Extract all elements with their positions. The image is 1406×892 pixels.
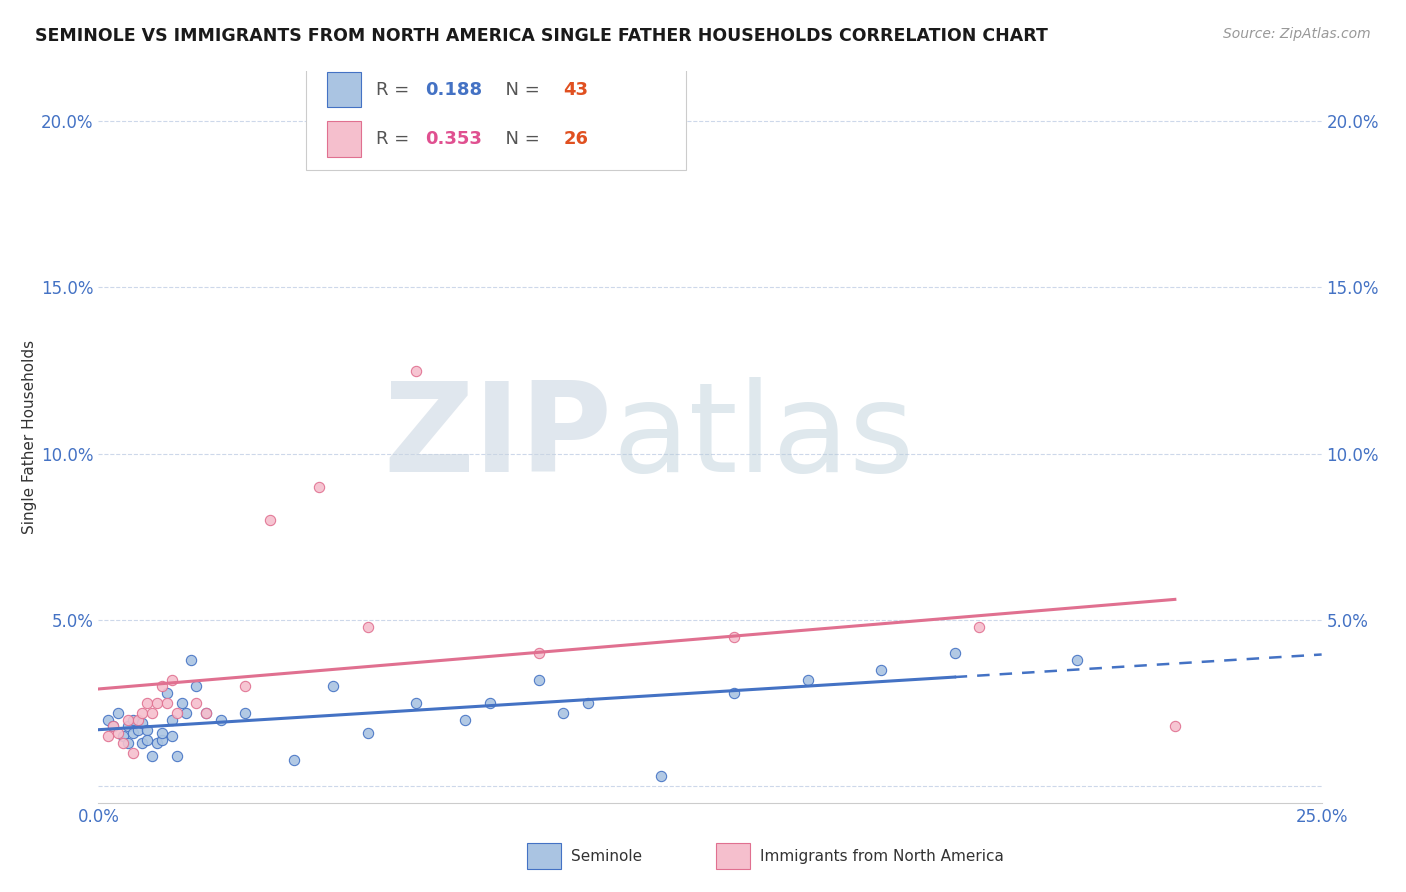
Point (136, 732, 159, 747)
Point (121, 713, 143, 727)
Point (117, 719, 139, 733)
Point (117, 736, 139, 750)
Point (797, 673, 820, 687)
Point (111, 736, 134, 750)
Text: Seminole: Seminole (571, 848, 641, 863)
Text: Immigrants from North America: Immigrants from North America (761, 848, 1004, 863)
Point (176, 706, 198, 720)
FancyBboxPatch shape (716, 843, 751, 869)
Text: 43: 43 (564, 80, 588, 99)
Point (553, 706, 575, 720)
Point (186, 680, 208, 694)
Point (160, 713, 183, 727)
Point (356, 619, 378, 633)
Point (195, 706, 218, 720)
Text: R =: R = (375, 80, 415, 99)
Text: Source: ZipAtlas.com: Source: ZipAtlas.com (1223, 27, 1371, 41)
Text: ZIP: ZIP (384, 376, 612, 498)
Point (527, 673, 550, 687)
FancyBboxPatch shape (526, 843, 561, 869)
Point (943, 646, 966, 660)
Point (723, 686, 745, 700)
Point (870, 663, 893, 677)
Point (150, 732, 173, 747)
Point (121, 726, 143, 740)
Point (576, 696, 599, 710)
Point (233, 680, 256, 694)
Point (259, 513, 281, 527)
Point (650, 769, 672, 783)
Point (101, 719, 124, 733)
Text: N =: N = (494, 80, 546, 99)
Point (405, 696, 427, 710)
Point (131, 736, 153, 750)
Point (107, 706, 129, 720)
Point (111, 729, 134, 743)
Point (136, 723, 159, 737)
Point (454, 713, 477, 727)
Text: N =: N = (494, 130, 546, 148)
Point (186, 696, 208, 710)
Point (283, 753, 305, 767)
Point (150, 680, 173, 694)
Text: SEMINOLE VS IMMIGRANTS FROM NORTH AMERICA SINGLE FATHER HOUSEHOLDS CORRELATION C: SEMINOLE VS IMMIGRANTS FROM NORTH AMERIC… (35, 27, 1047, 45)
Text: 0.353: 0.353 (425, 130, 482, 148)
Point (166, 706, 188, 720)
Point (160, 729, 183, 743)
Point (156, 686, 179, 700)
Text: atlas: atlas (612, 376, 914, 498)
Point (127, 723, 149, 737)
Point (121, 746, 143, 760)
Point (97, 729, 120, 743)
Point (322, 680, 344, 694)
Point (101, 719, 124, 733)
Point (107, 726, 129, 740)
Point (127, 713, 149, 727)
Point (195, 706, 218, 720)
Point (967, 619, 990, 633)
Point (141, 706, 163, 720)
Point (150, 726, 173, 740)
Point (136, 696, 159, 710)
Point (170, 696, 193, 710)
Text: 0.188: 0.188 (425, 80, 482, 99)
Point (1066, 653, 1088, 667)
Point (156, 696, 179, 710)
FancyBboxPatch shape (328, 121, 361, 157)
Point (233, 706, 256, 720)
Point (308, 480, 330, 494)
Point (97, 713, 120, 727)
FancyBboxPatch shape (307, 64, 686, 170)
Point (356, 726, 378, 740)
Point (146, 736, 169, 750)
Text: 26: 26 (564, 130, 588, 148)
Point (141, 749, 163, 764)
Point (1164, 719, 1187, 733)
Point (146, 696, 169, 710)
Point (131, 706, 153, 720)
FancyBboxPatch shape (328, 72, 361, 107)
Point (166, 749, 188, 764)
Point (209, 713, 232, 727)
Point (180, 653, 202, 667)
Text: R =: R = (375, 130, 415, 148)
Point (723, 630, 745, 644)
Point (160, 673, 183, 687)
Point (405, 363, 427, 377)
Point (527, 646, 550, 660)
Point (478, 696, 501, 710)
Y-axis label: Single Father Households: Single Father Households (22, 340, 38, 534)
Point (117, 713, 139, 727)
Point (131, 716, 153, 731)
